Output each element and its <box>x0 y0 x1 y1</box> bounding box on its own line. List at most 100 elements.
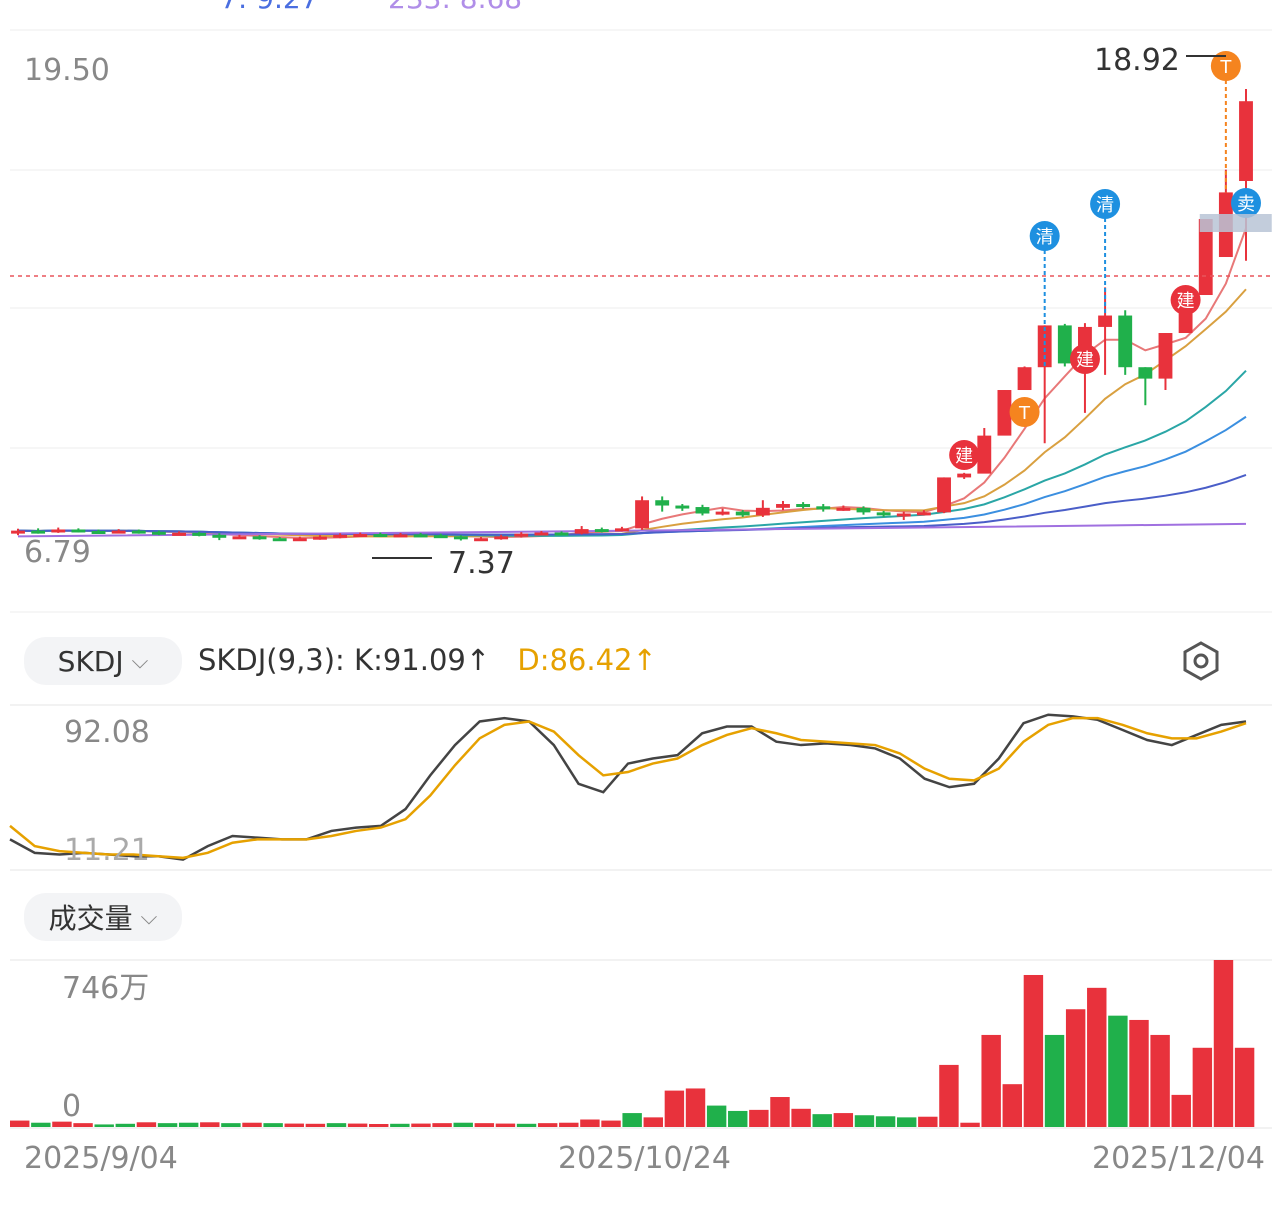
volume-bars <box>10 960 1255 1127</box>
volume-bar <box>326 1123 347 1127</box>
skdj-name: SKDJ(9,3): <box>198 643 345 677</box>
candle-body <box>896 513 911 517</box>
candle-body <box>313 536 327 540</box>
candle-body <box>796 504 811 508</box>
volume-bar <box>749 1109 769 1127</box>
volume-bar <box>1087 987 1107 1127</box>
trade-marker-label: 建 <box>955 446 973 467</box>
candle-body <box>131 530 146 534</box>
skdj-d-line <box>9 716 1247 860</box>
volume-selector[interactable]: 成交量 ⌵ <box>24 893 182 941</box>
volume-bar <box>242 1122 262 1127</box>
skdj-legend: SKDJ(9,3): K:91.09↑ D:86.42↑ <box>198 643 657 677</box>
candle-body <box>856 507 871 513</box>
trade-marker-label: 卖 <box>1237 194 1255 215</box>
low-price-label: 7.37 <box>448 546 515 581</box>
skdj-k-line <box>9 713 1247 861</box>
volume-bar <box>178 1122 199 1127</box>
volume-bar <box>664 1090 685 1127</box>
volume-bar <box>728 1110 748 1127</box>
volume-bar <box>10 1120 30 1127</box>
candle-body <box>514 533 529 537</box>
volume-bar <box>115 1123 136 1127</box>
candle-body <box>715 511 730 515</box>
ma30-line <box>17 415 1247 536</box>
chevron-down-icon: ⌵ <box>140 904 158 930</box>
candle-body <box>453 536 468 540</box>
candle-body <box>554 532 569 536</box>
skdj-k-value: K:91.09↑ <box>354 643 491 677</box>
trade-marker-badge <box>949 440 980 470</box>
volume-bar <box>305 1123 326 1127</box>
candle-body <box>91 530 106 534</box>
x-label-mid: 2025/10/24 <box>558 1141 731 1176</box>
volume-bar <box>537 1123 558 1127</box>
candle-body <box>292 538 307 542</box>
volume-axis-bottom: 0 <box>62 1089 81 1124</box>
volume-bar <box>1213 960 1234 1127</box>
volume-bar <box>200 1122 220 1127</box>
trade-marker-badge <box>1170 285 1201 315</box>
candle-body <box>957 473 972 478</box>
candle-body <box>695 507 710 514</box>
volume-bar <box>918 1116 938 1127</box>
volume-bar <box>284 1123 304 1127</box>
candle-body <box>151 531 166 535</box>
volume-axis-top: 746万 <box>62 971 149 1006</box>
volume-bar <box>411 1123 431 1127</box>
volume-bar <box>31 1122 51 1127</box>
high-price-label: 18.92 <box>1094 43 1180 78</box>
candle-body <box>1057 325 1072 364</box>
volume-bar <box>1065 1009 1086 1127</box>
candle-body <box>655 500 670 506</box>
candle-body <box>776 504 790 508</box>
trade-marker-label: 建 <box>1076 350 1094 371</box>
candle-body <box>51 529 66 533</box>
volume-bar <box>812 1114 832 1127</box>
candle-body <box>212 534 227 538</box>
candle-body <box>1098 315 1113 327</box>
volume-bar <box>1171 1094 1191 1127</box>
volume-selector-label: 成交量 <box>48 902 133 935</box>
volume-bar <box>94 1124 114 1127</box>
candle-body <box>272 538 287 542</box>
candle-body <box>393 534 408 538</box>
candle-body <box>997 390 1012 436</box>
volume-bar <box>622 1113 642 1127</box>
volume-bar <box>516 1123 537 1127</box>
volume-bar <box>73 1123 93 1127</box>
price-axis-top: 19.50 <box>24 53 110 88</box>
candle-body <box>373 534 388 538</box>
trade-marker-badge <box>1210 51 1241 81</box>
volume-bar <box>1044 1034 1065 1127</box>
volume-bar <box>939 1064 959 1127</box>
candle-body <box>1017 367 1032 391</box>
volume-bar <box>390 1123 410 1127</box>
volume-bar <box>1108 1015 1128 1127</box>
candle-body <box>413 534 428 538</box>
candle-body <box>574 529 589 534</box>
trade-marker-label: 建 <box>1177 291 1195 312</box>
volume-bar <box>981 1034 1001 1127</box>
candle-body <box>977 435 992 474</box>
candle-body <box>836 507 851 511</box>
candle-body <box>31 530 46 534</box>
candle-body <box>494 536 509 540</box>
candle-body <box>433 535 448 539</box>
candle-body <box>876 512 891 516</box>
trade-marker-label: 清 <box>1096 195 1114 216</box>
settings-icon[interactable] <box>1180 640 1222 682</box>
candle-body <box>474 538 488 542</box>
volume-bar <box>643 1117 663 1127</box>
indicator-selector[interactable]: SKDJ ⌵ <box>24 637 182 685</box>
skdj-axis-bottom: 11.21 <box>64 833 150 868</box>
candle-body <box>172 532 186 536</box>
price-axis-bottom: 6.79 <box>24 535 91 570</box>
volume-bar <box>601 1120 621 1127</box>
candle-body <box>1239 101 1253 182</box>
candle-body <box>1138 367 1153 379</box>
candle-body <box>353 534 368 538</box>
volume-bar <box>157 1123 178 1127</box>
